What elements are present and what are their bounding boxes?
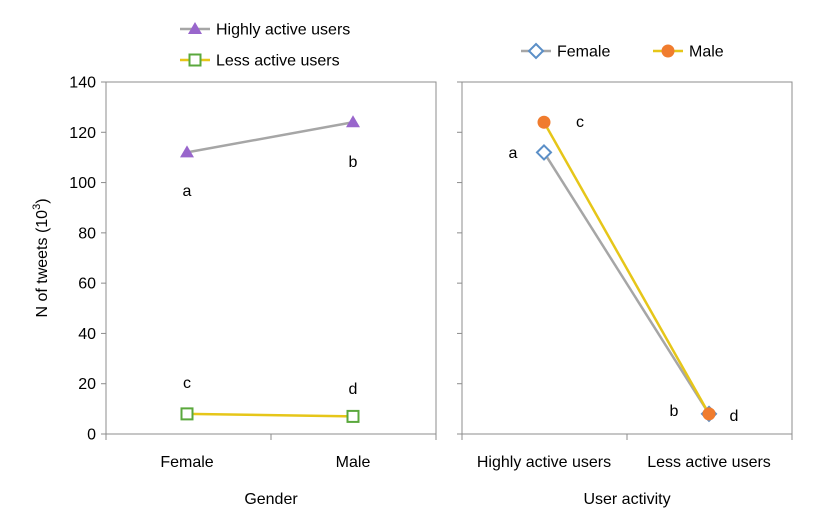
- y-tick-label: 100: [69, 175, 96, 192]
- y-tick-label: 60: [78, 276, 96, 293]
- right-significance-label: a: [509, 145, 518, 162]
- right-legend-label: Female: [557, 44, 610, 61]
- right-significance-label: d: [730, 408, 739, 425]
- right-x-axis-title: User activity: [583, 491, 670, 508]
- left-significance-label: b: [349, 154, 358, 171]
- left-x-tick-label: Male: [336, 454, 371, 471]
- y-tick-label: 20: [78, 376, 96, 393]
- right-panel: Highly active users Less active users a c b…: [457, 42, 793, 508]
- left-x-axis-title: Gender: [244, 491, 298, 508]
- left-significance-label: a: [183, 183, 192, 200]
- y-tick-label: 120: [69, 125, 96, 142]
- left-data-point: [180, 145, 194, 158]
- left-panel: 0 20 40 60 80 100 120 140 Female Male a b c d Gende…: [31, 22, 437, 508]
- right-x-tick-label: Highly active users: [477, 454, 611, 471]
- right-legend-label: Male: [689, 44, 724, 61]
- left-plot-frame: [105, 81, 437, 435]
- left-legend-label: Highly active users: [216, 22, 350, 39]
- left-data-point: [346, 115, 360, 128]
- right-series-line: [542, 151, 711, 415]
- right-significance-label: c: [576, 114, 584, 131]
- y-tick-label: 0: [87, 427, 96, 444]
- right-data-point: [535, 143, 553, 161]
- right-x-axis: Highly active users Less active users: [457, 81, 793, 471]
- right-legend-marker: [527, 42, 545, 60]
- left-legend-marker: [188, 22, 202, 34]
- right-series-line: [542, 121, 711, 415]
- right-data-point: [537, 115, 551, 129]
- y-axis-title-superscript: 3: [31, 204, 43, 210]
- left-series-layer: a b c d: [180, 115, 360, 423]
- left-significance-label: d: [349, 381, 358, 398]
- y-tick-label: 80: [78, 225, 96, 242]
- right-legend-marker: [661, 44, 675, 58]
- right-data-point: [702, 407, 716, 421]
- left-legend-marker: [188, 53, 202, 67]
- y-axis-title-end: ): [34, 198, 51, 203]
- right-x-tick-label: Less active users: [647, 454, 771, 471]
- right-significance-label: b: [670, 403, 679, 420]
- left-x-axis: Female Male: [105, 434, 437, 471]
- y-tick-label: 140: [69, 75, 96, 92]
- left-legend: Highly active users Less active users: [180, 22, 350, 70]
- left-data-point: [346, 409, 360, 423]
- left-x-tick-label: Female: [160, 454, 213, 471]
- left-y-axis: 0 20 40 60 80 100 120 140: [69, 75, 106, 444]
- left-series-line: [186, 120, 354, 154]
- right-series-layer: a c b d: [509, 114, 739, 425]
- left-significance-label: c: [183, 375, 191, 392]
- right-legend: Female Male: [521, 42, 724, 61]
- y-axis-title: N of tweets (103): [31, 198, 51, 317]
- y-tick-label: 40: [78, 326, 96, 343]
- right-plot-frame: [461, 81, 793, 435]
- left-series-line: [186, 412, 354, 418]
- left-legend-label: Less active users: [216, 53, 340, 70]
- left-data-point: [180, 407, 194, 421]
- y-axis-title-main: N of tweets (10: [34, 210, 51, 318]
